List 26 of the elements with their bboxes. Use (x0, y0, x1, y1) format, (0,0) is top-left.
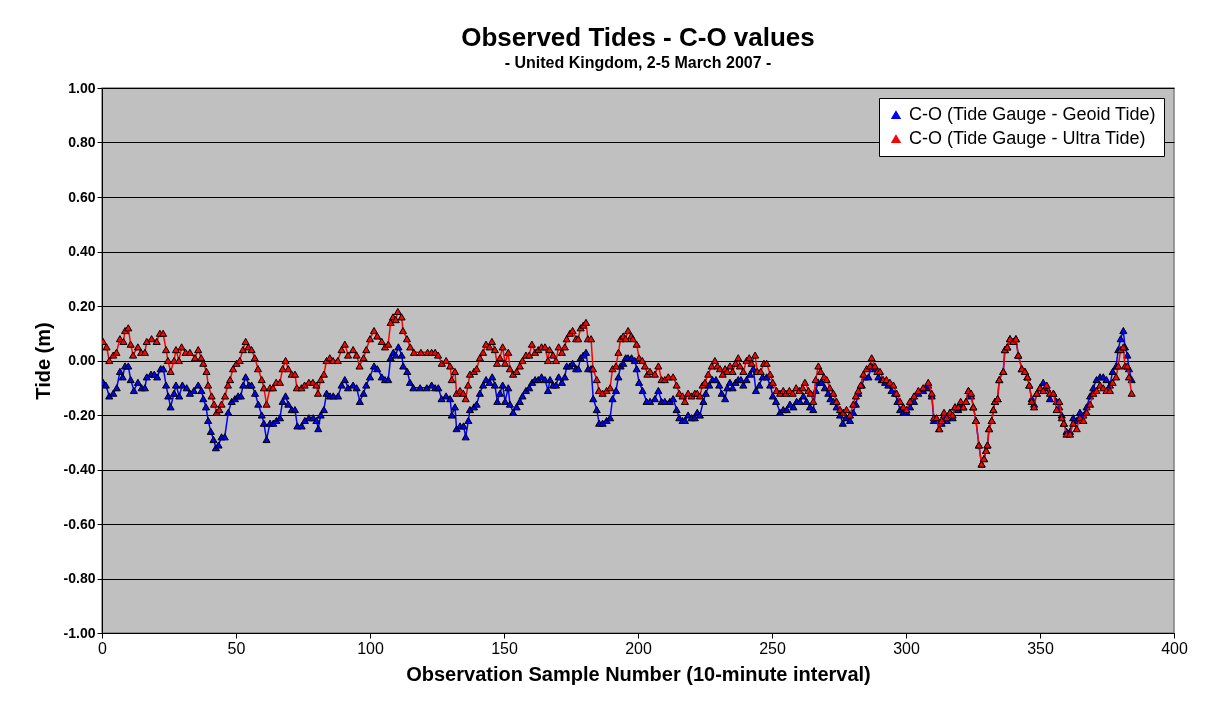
y-tick-label: 0.40 (68, 243, 96, 259)
x-tick-label: 50 (227, 639, 246, 657)
y-tick-label: -1.00 (63, 624, 96, 641)
y-tick-label: 0.00 (68, 352, 96, 368)
x-tick-label: 300 (893, 639, 920, 657)
x-tick-label: 250 (759, 639, 786, 657)
y-tick-label: -0.20 (63, 406, 96, 423)
y-tick-label: 0.80 (68, 134, 96, 150)
x-axis-title: Observation Sample Number (10-minute interval) (406, 662, 871, 685)
x-tick-label: 0 (98, 639, 108, 657)
y-axis-title: Tide (m) (31, 322, 54, 400)
x-tick-label: 400 (1161, 639, 1188, 657)
y-tick-label: 0.60 (68, 188, 96, 205)
y-tick-label: -0.60 (63, 515, 96, 532)
legend-label: C-O (Tide Gauge - Geoid Tide) (909, 104, 1156, 124)
x-tick-label: 150 (491, 639, 518, 657)
y-tick-label: -0.40 (63, 461, 96, 477)
x-tick-label: 100 (357, 639, 384, 657)
chart-title: Observed Tides - C-O values (461, 22, 815, 52)
x-tick-label: 350 (1027, 639, 1054, 657)
chart-subtitle: - United Kingdom, 2-5 March 2007 - (504, 54, 772, 71)
y-tick-label: 0.20 (68, 297, 96, 314)
y-tick-label: -0.80 (63, 570, 96, 586)
x-tick-label: 200 (625, 639, 652, 657)
y-tick-label: 1.00 (68, 79, 96, 96)
legend-label: C-O (Tide Gauge - Ultra Tide) (909, 128, 1146, 148)
